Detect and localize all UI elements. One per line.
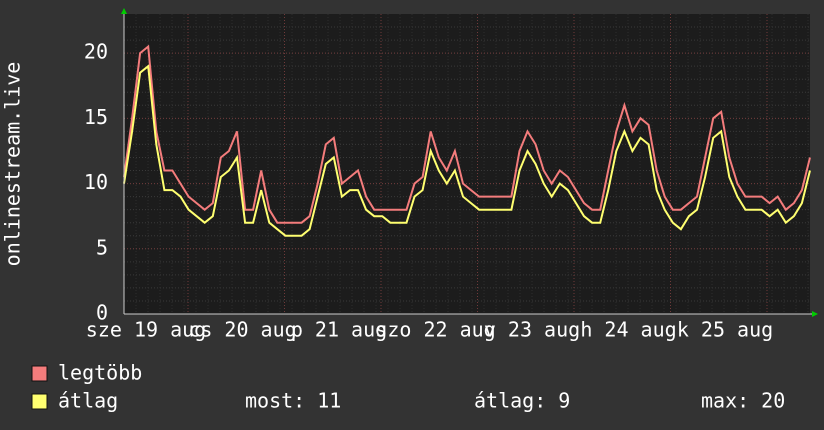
- legend-label: átlag: [58, 389, 118, 413]
- y-axis-label: onlinestream.live: [1, 62, 25, 267]
- legend-swatch: [31, 393, 48, 410]
- y-tick-label: 10: [84, 170, 108, 194]
- stat-label: átlag:: [474, 389, 546, 413]
- stat-value: 11: [317, 389, 341, 413]
- x-tick-label: v 23 aug: [484, 318, 580, 342]
- x-tick-label: p 21 aug: [291, 318, 387, 342]
- x-tick-label: sze 19 aug: [86, 318, 206, 342]
- arrow: [812, 311, 818, 317]
- stat-label: max:: [701, 389, 749, 413]
- y-tick-label: 0: [96, 301, 108, 325]
- y-tick-label: 15: [84, 105, 108, 129]
- series-line: [123, 64, 811, 237]
- x-tick-label: h 24 aug: [580, 318, 676, 342]
- series-line: [123, 44, 811, 224]
- lines: [123, 44, 811, 237]
- x-tick-label: szo 22 aug: [375, 318, 495, 342]
- stat-value: 9: [558, 389, 570, 413]
- stat-label: most:: [245, 389, 305, 413]
- x-tick-label: cs 20 aug: [188, 318, 296, 342]
- legend-label: legtöbb: [58, 361, 142, 385]
- y-tick-label: 5: [96, 235, 108, 259]
- stat-value: 20: [761, 389, 785, 413]
- x-tick-label: k 25 aug: [677, 318, 773, 342]
- arrow: [121, 8, 127, 14]
- y-tick-label: 20: [84, 40, 108, 64]
- legend-swatch: [31, 365, 48, 382]
